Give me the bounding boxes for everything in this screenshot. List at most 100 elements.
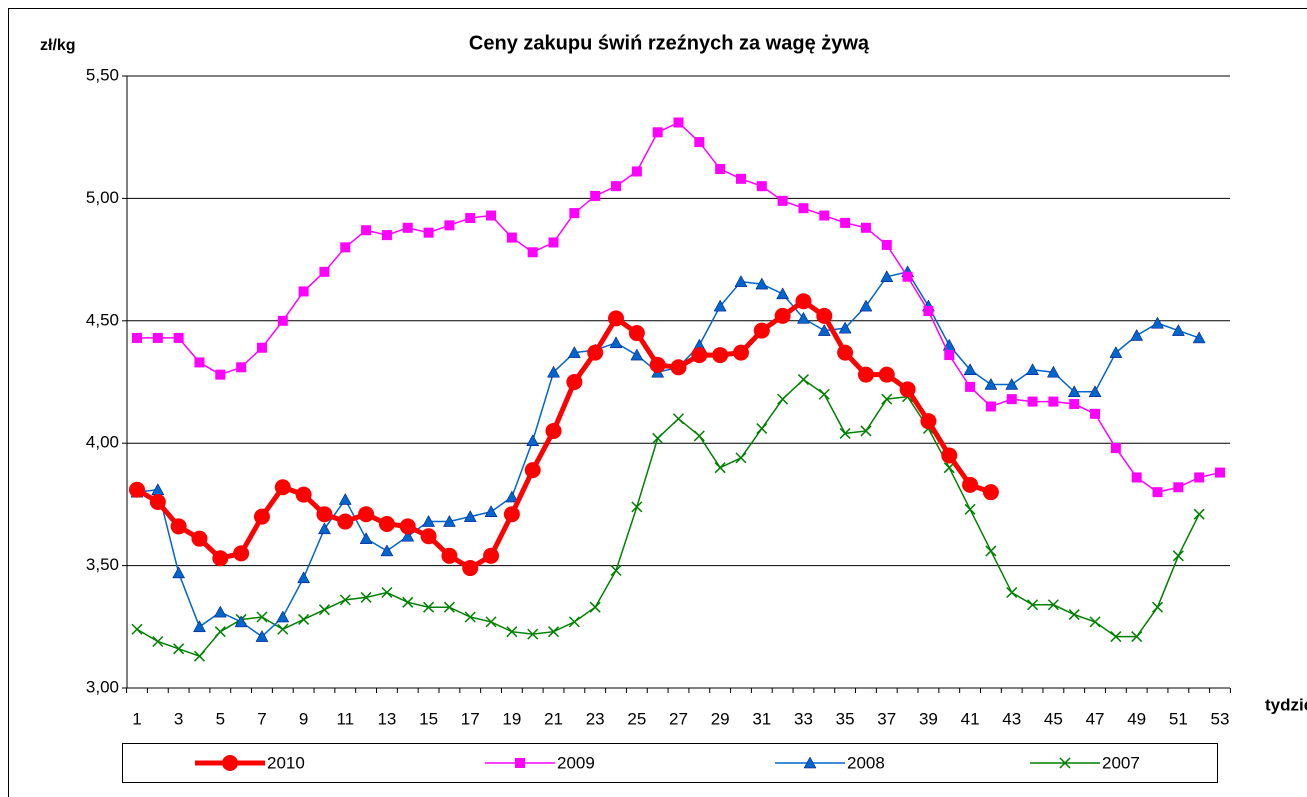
point bbox=[652, 432, 664, 444]
point bbox=[401, 529, 415, 542]
point bbox=[777, 393, 789, 405]
point bbox=[1090, 408, 1101, 419]
point bbox=[630, 348, 644, 361]
point bbox=[465, 212, 476, 223]
point bbox=[277, 623, 289, 635]
point bbox=[837, 344, 854, 361]
point bbox=[1131, 631, 1143, 643]
point bbox=[505, 490, 519, 503]
point bbox=[777, 195, 788, 206]
point bbox=[795, 293, 812, 310]
point bbox=[713, 299, 727, 312]
point bbox=[965, 381, 976, 392]
point bbox=[569, 208, 580, 219]
point bbox=[797, 374, 809, 386]
point bbox=[881, 239, 892, 250]
point bbox=[256, 611, 268, 623]
point bbox=[902, 271, 913, 282]
point bbox=[423, 227, 434, 238]
x-tick-label: 19 bbox=[502, 709, 521, 728]
point bbox=[381, 586, 393, 599]
point bbox=[170, 518, 187, 535]
legend-marker bbox=[222, 755, 238, 771]
point bbox=[878, 366, 895, 383]
point bbox=[152, 332, 163, 343]
point bbox=[318, 604, 330, 616]
point bbox=[566, 374, 583, 390]
point bbox=[1171, 324, 1185, 336]
point bbox=[442, 515, 456, 527]
point bbox=[609, 336, 623, 349]
point bbox=[1173, 482, 1184, 493]
point bbox=[506, 232, 517, 243]
point bbox=[797, 311, 810, 324]
point bbox=[756, 422, 768, 435]
point bbox=[1027, 396, 1038, 407]
point bbox=[1088, 385, 1102, 398]
x-tick-label: 7 bbox=[257, 709, 266, 728]
point bbox=[527, 247, 538, 258]
point bbox=[1152, 487, 1163, 498]
point bbox=[840, 217, 851, 228]
point bbox=[798, 203, 809, 214]
point bbox=[880, 270, 894, 282]
point bbox=[339, 594, 351, 606]
point bbox=[819, 210, 830, 221]
point bbox=[233, 545, 250, 562]
point bbox=[672, 413, 685, 425]
point bbox=[628, 325, 645, 342]
point bbox=[691, 347, 708, 364]
point bbox=[590, 190, 601, 201]
x-tick-label: 5 bbox=[216, 709, 225, 728]
point bbox=[1006, 586, 1018, 599]
x-tick-label: 47 bbox=[1086, 709, 1105, 728]
point bbox=[547, 365, 560, 378]
point bbox=[817, 324, 831, 336]
point bbox=[1089, 616, 1101, 628]
point bbox=[381, 230, 392, 241]
x-tick-label: 29 bbox=[711, 709, 730, 728]
x-tick-label: 49 bbox=[1127, 709, 1146, 728]
point bbox=[360, 591, 372, 603]
point bbox=[545, 422, 562, 439]
point bbox=[839, 427, 851, 439]
point bbox=[776, 287, 790, 300]
y-tick-label: 3,00 bbox=[86, 677, 119, 696]
point bbox=[277, 315, 288, 326]
x-tick-label: 31 bbox=[752, 709, 771, 728]
point bbox=[255, 630, 269, 642]
point bbox=[173, 643, 185, 655]
point bbox=[253, 508, 270, 525]
point bbox=[920, 413, 937, 430]
point bbox=[443, 601, 455, 613]
point bbox=[464, 611, 476, 623]
point bbox=[963, 363, 977, 376]
point bbox=[172, 566, 186, 579]
point bbox=[193, 620, 206, 633]
point bbox=[358, 506, 375, 523]
point bbox=[213, 605, 227, 618]
point bbox=[1027, 599, 1039, 611]
x-tick-label: 9 bbox=[299, 709, 308, 728]
point bbox=[756, 181, 767, 192]
point bbox=[1193, 508, 1205, 520]
point bbox=[526, 434, 540, 447]
point bbox=[1047, 599, 1059, 611]
point bbox=[486, 210, 497, 221]
point bbox=[1006, 394, 1017, 405]
point bbox=[316, 506, 333, 523]
x-tick-label: 1 bbox=[132, 709, 141, 728]
x-tick-label: 41 bbox=[961, 709, 980, 728]
point bbox=[587, 344, 604, 361]
point bbox=[1109, 346, 1123, 358]
point bbox=[402, 596, 414, 608]
point bbox=[1172, 550, 1184, 562]
x-tick-label: 11 bbox=[336, 709, 354, 728]
point bbox=[463, 510, 477, 522]
y-axis-label: zł/kg bbox=[40, 37, 76, 54]
x-tick-label: 27 bbox=[669, 709, 688, 728]
point bbox=[857, 366, 874, 383]
chart-title: Ceny zakupu świń rzeźnych za wagę żywą bbox=[469, 32, 870, 54]
point bbox=[462, 560, 479, 577]
point bbox=[274, 479, 291, 496]
